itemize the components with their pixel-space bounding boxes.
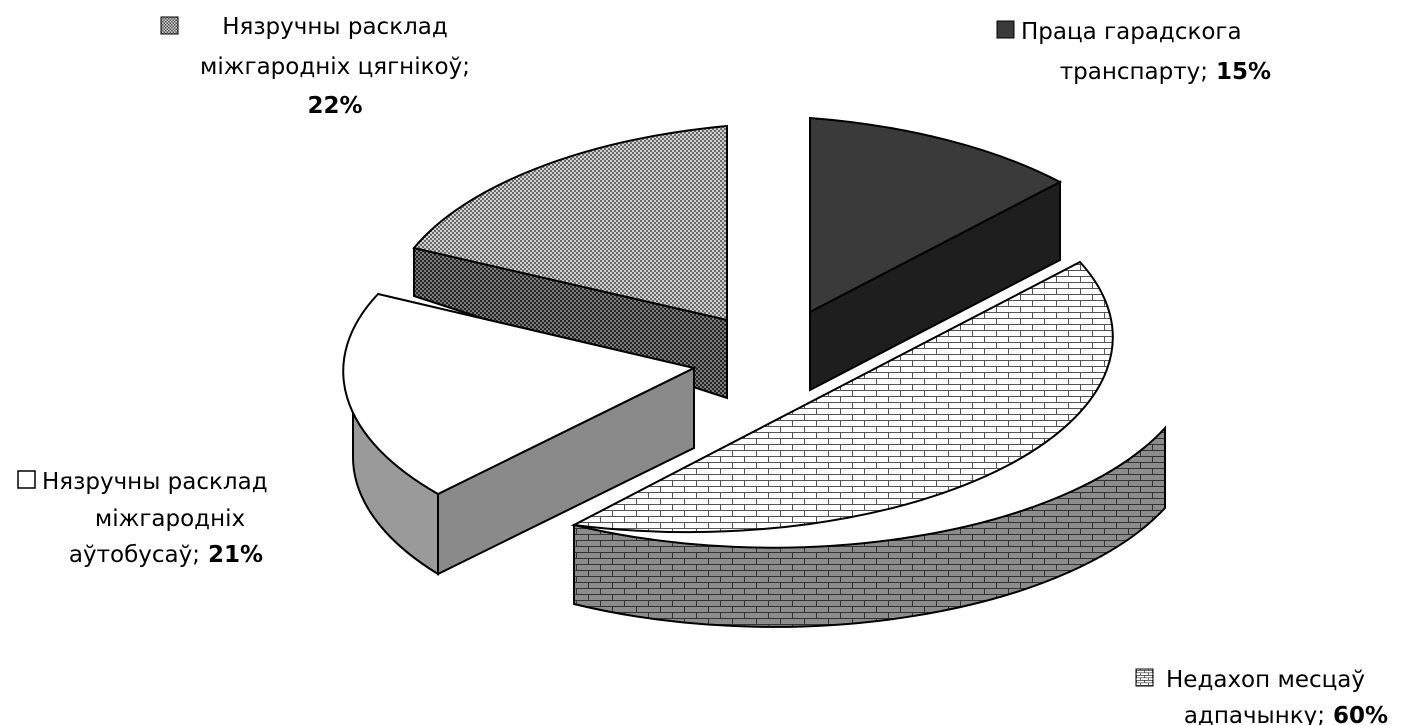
- label-transport-value: 15%: [1216, 59, 1271, 85]
- pie-slice-buses: [342, 292, 697, 576]
- label-buses: Нязручны расклад міжгародніх аўтобусаў; …: [17, 469, 268, 568]
- pie-slice-leisure: [570, 260, 1166, 628]
- label-transport: Праца гарадскога транспарту; 15%: [996, 19, 1271, 85]
- label-buses-line2: міжгародніх: [95, 506, 245, 532]
- label-leisure-value: 60%: [1333, 703, 1388, 725]
- pie-slice-transport: [809, 116, 1063, 392]
- label-buses-line3: аўтобусаў;: [69, 542, 200, 568]
- slice-top: [570, 260, 1114, 534]
- label-trains: Нязручны расклад міжгародніх цягнікоў; 2…: [160, 14, 470, 119]
- label-leisure: Недахоп месцаў адпачынку; 60%: [1135, 667, 1388, 725]
- label-buses-value: 21%: [208, 542, 263, 568]
- label-transport-line2: транспарту;: [1060, 59, 1208, 85]
- legend-key-trains: [160, 16, 179, 35]
- label-trains-value: 22%: [307, 93, 362, 119]
- label-trains-line2: міжгародніх цягнікоў;: [200, 54, 470, 80]
- legend-key-transport: [996, 20, 1015, 39]
- legend-key-leisure: [1135, 668, 1154, 687]
- label-leisure-line2: адпачынку;: [1184, 703, 1325, 725]
- slice-top: [342, 292, 697, 496]
- label-buses-line1: Нязручны расклад: [42, 469, 268, 495]
- label-trains-line1: Нязручны расклад: [222, 14, 448, 40]
- label-leisure-line1: Недахоп месцаў: [1166, 667, 1365, 693]
- slice-top: [412, 124, 728, 322]
- legend-key-buses: [17, 470, 36, 489]
- label-transport-line1: Праца гарадскога: [1021, 19, 1242, 45]
- slice-top: [809, 116, 1063, 314]
- slice-side: [573, 425, 1166, 628]
